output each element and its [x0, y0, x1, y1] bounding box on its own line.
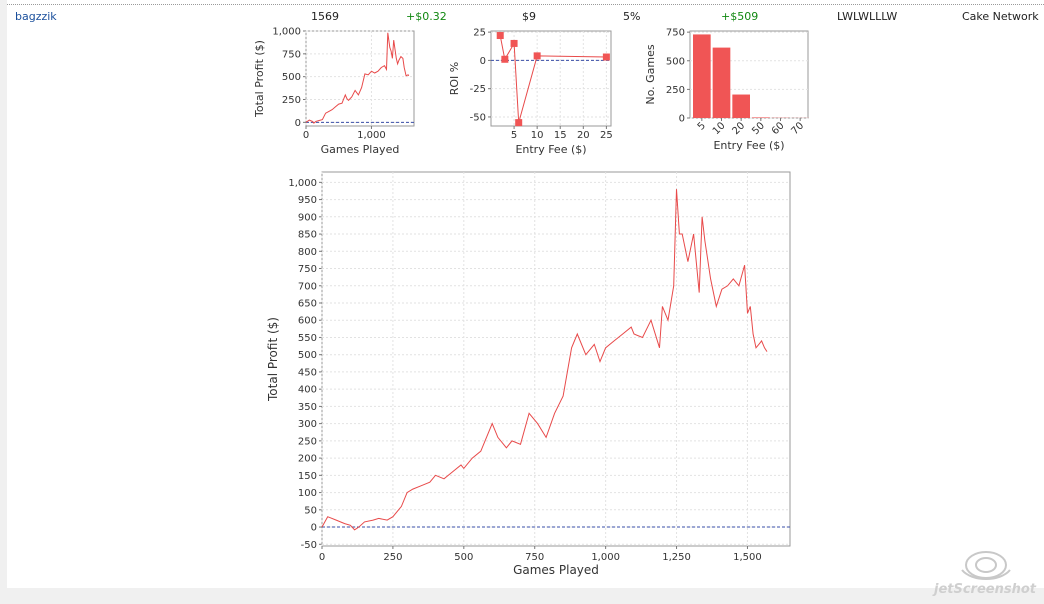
plot-area	[490, 30, 612, 127]
y-tick-label: 750	[666, 28, 685, 39]
x-tick-label: 15	[554, 130, 567, 141]
series-line	[321, 189, 768, 531]
x-tick-label: 60	[770, 120, 787, 137]
plot-area	[305, 30, 415, 127]
y-tick-label: 1,000	[272, 27, 301, 38]
y-tick-label: 250	[282, 95, 301, 106]
x-tick-label: 70	[790, 120, 807, 137]
data-point	[510, 39, 518, 47]
series-line	[305, 32, 410, 124]
y-tick-label: 600	[298, 316, 317, 327]
y-tick-label: 500	[282, 72, 301, 83]
y-tick-label: 150	[298, 471, 317, 482]
y-tick-label: 550	[298, 333, 317, 344]
y-axis-label: Total Profit ($)	[253, 40, 266, 118]
x-axis-label: Games Played	[321, 143, 400, 156]
y-tick-label: 450	[298, 367, 317, 378]
y-tick-label: 800	[298, 247, 317, 258]
x-tick-label: 1,250	[662, 552, 691, 563]
y-tick-label: 750	[298, 264, 317, 275]
y-tick-label: -25	[470, 84, 486, 95]
plot-area	[321, 171, 791, 547]
chart-small-games: 0 250 500 750 5 10 20 50 60 70 Entry Fee ($) No. Ga…	[644, 28, 809, 152]
chart-large-profit: -500501001502002503003504004505005506006…	[266, 171, 791, 577]
player-name-link[interactable]: bagzzik	[15, 10, 57, 23]
y-tick-label: 50	[304, 505, 317, 516]
x-tick-label: 5	[696, 120, 708, 132]
recent-results: LWLWLLLW	[837, 10, 898, 23]
y-tick-label: -50	[470, 112, 486, 123]
y-axis-label: No. Games	[644, 44, 657, 105]
games-count: 1569	[311, 10, 339, 23]
y-tick-label: 650	[298, 298, 317, 309]
data-point	[501, 55, 509, 63]
y-tick-label: 950	[298, 195, 317, 206]
x-axis-label: Games Played	[513, 563, 599, 577]
y-axis-label: Total Profit ($)	[266, 317, 280, 402]
x-tick-label: 500	[454, 552, 473, 563]
total-profit: +$509	[721, 10, 759, 23]
watermark-logo-icon	[961, 551, 1011, 580]
y-tick-label: 500	[298, 350, 317, 361]
x-tick-label: 1,000	[591, 552, 620, 563]
watermark: jetScreenshot	[932, 548, 1040, 600]
x-tick-label: 1,500	[733, 552, 762, 563]
y-tick-label: 0	[679, 114, 685, 125]
y-tick-label: 0	[311, 523, 317, 534]
y-tick-label: 900	[298, 212, 317, 223]
y-tick-label: 0	[480, 56, 486, 67]
x-tick-label: 250	[383, 552, 402, 563]
y-tick-label: 350	[298, 402, 317, 413]
bar	[712, 47, 731, 119]
avg-profit: +$0.32	[406, 10, 447, 23]
x-tick-label: 10	[531, 130, 544, 141]
y-axis-label: ROI %	[448, 62, 461, 96]
data-point	[515, 119, 523, 127]
y-tick-label: 400	[298, 385, 317, 396]
x-axis-label: Entry Fee ($)	[713, 139, 784, 152]
y-tick-label: 25	[473, 28, 486, 39]
x-tick-label: 0	[319, 552, 325, 563]
x-tick-label: 0	[303, 130, 309, 141]
x-tick-label: 20	[577, 130, 590, 141]
y-tick-label: 1,000	[288, 178, 317, 189]
row-separator	[7, 4, 1044, 5]
bar	[693, 34, 711, 118]
x-tick-label: 10	[711, 120, 728, 137]
y-tick-label: 750	[282, 49, 301, 60]
chart-small-roi: -50 -25 0 25 5 10 15 20 25 Entry Fee ($) ROI %	[448, 28, 613, 156]
x-tick-label: 5	[511, 130, 517, 141]
y-tick-label: -50	[301, 540, 317, 551]
y-tick-label: 0	[295, 118, 301, 129]
bar	[732, 94, 750, 118]
y-tick-label: 200	[298, 454, 317, 465]
x-tick-label: 20	[731, 120, 748, 137]
data-point	[496, 32, 504, 40]
network-name: Cake Network	[962, 10, 1039, 23]
avg-stake: $9	[522, 10, 536, 23]
data-point	[533, 52, 541, 60]
watermark-text: jetScreenshot	[934, 582, 1036, 597]
x-tick-label: 750	[525, 552, 544, 563]
bar	[752, 117, 770, 118]
y-tick-label: 300	[298, 419, 317, 430]
avg-roi: 5%	[623, 10, 641, 23]
y-tick-label: 500	[666, 56, 685, 67]
x-tick-label: 1,000	[357, 130, 386, 141]
x-axis-label: Entry Fee ($)	[515, 143, 586, 156]
series-line	[499, 35, 607, 123]
x-tick-label: 25	[600, 130, 613, 141]
y-tick-label: 250	[298, 436, 317, 447]
data-point	[602, 53, 610, 61]
y-tick-label: 100	[298, 488, 317, 499]
x-tick-label: 50	[750, 120, 767, 137]
chart-small-profit: 0 250 500 750 1,000 0 1,000 Games Played Total P…	[253, 27, 415, 156]
y-tick-label: 250	[666, 85, 685, 96]
y-tick-label: 700	[298, 281, 317, 292]
y-tick-label: 850	[298, 230, 317, 241]
